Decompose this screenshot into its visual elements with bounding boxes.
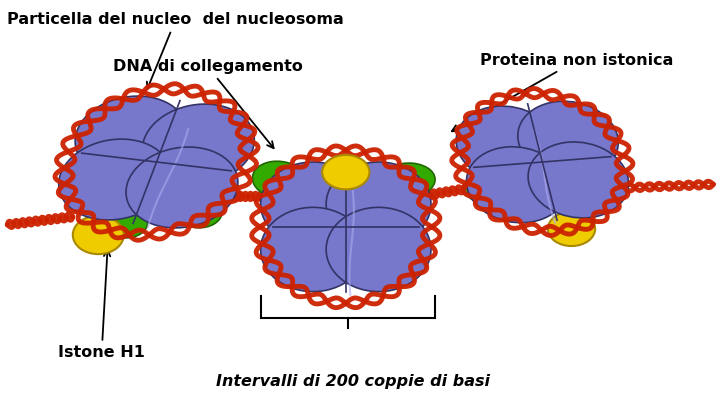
Ellipse shape [464,173,512,203]
Text: Intervalli di 200 coppie di basi: Intervalli di 200 coppie di basi [216,374,490,389]
Ellipse shape [326,162,431,246]
Ellipse shape [322,155,370,190]
Text: Proteina non istonica: Proteina non istonica [452,53,674,131]
Ellipse shape [261,162,365,246]
Text: Istone H1: Istone H1 [58,250,145,360]
Ellipse shape [253,161,308,199]
Ellipse shape [456,106,557,182]
Ellipse shape [100,204,148,238]
Text: Particella del nucleo  del nucleosoma: Particella del nucleo del nucleosoma [7,12,344,89]
Text: DNA di collegamento: DNA di collegamento [113,59,302,148]
Ellipse shape [380,163,435,197]
Ellipse shape [143,104,254,185]
Ellipse shape [261,207,365,292]
Ellipse shape [75,96,187,177]
Ellipse shape [518,101,618,177]
Ellipse shape [326,207,431,292]
Ellipse shape [467,147,567,223]
Ellipse shape [59,139,170,220]
Ellipse shape [126,147,238,228]
Ellipse shape [73,215,124,254]
Ellipse shape [178,198,222,228]
Ellipse shape [528,142,628,218]
Ellipse shape [548,211,596,246]
Ellipse shape [296,192,337,222]
